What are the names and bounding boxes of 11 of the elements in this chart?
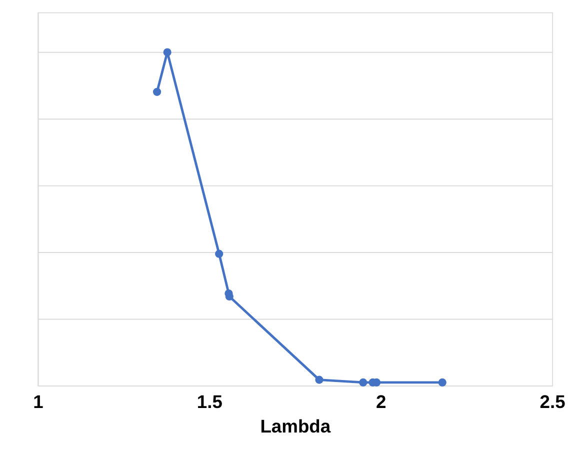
- point: [315, 376, 324, 384]
- point: [359, 378, 368, 387]
- point: [215, 250, 224, 258]
- point: [163, 48, 172, 56]
- x-tick-label: 1.5: [196, 391, 222, 412]
- point: [153, 88, 162, 96]
- x-tick-label: 2: [376, 391, 386, 412]
- x-tick-label: 1: [33, 391, 44, 412]
- x-axis-title: Lambda: [260, 415, 332, 436]
- point: [438, 378, 446, 387]
- x-tick-label: 2.5: [540, 391, 566, 412]
